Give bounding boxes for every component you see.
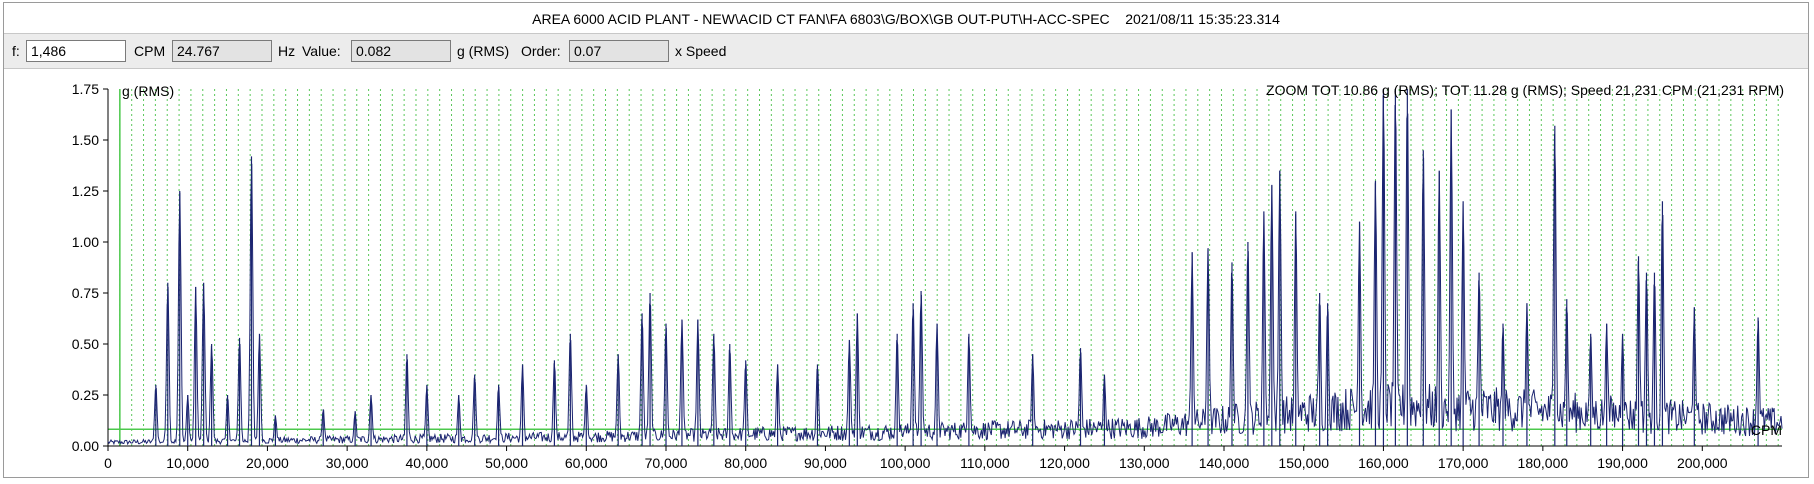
x-tick-label: 140,000 [1199, 455, 1250, 471]
x-tick-label: 110,000 [960, 455, 1010, 471]
frequency-cpm-field[interactable]: 1,486 [26, 40, 126, 62]
order-value-field: 0.07 [569, 40, 669, 62]
x-tick-label: 170,000 [1438, 455, 1489, 471]
window-title: AREA 6000 ACID PLANT - NEW\ACID CT FAN\F… [532, 11, 1280, 27]
x-tick-label: 130,000 [1119, 455, 1170, 471]
x-tick-label: 100,000 [880, 455, 931, 471]
x-tick-label: 10,000 [166, 455, 209, 471]
x-tick-label: 180,000 [1518, 455, 1569, 471]
amplitude-value-field: 0.082 [351, 40, 451, 62]
x-tick-label: 150,000 [1278, 455, 1329, 471]
spectrum-trace [107, 95, 1783, 446]
x-tick-label: 80,000 [724, 455, 767, 471]
y-tick-label: 0.25 [72, 387, 99, 403]
hz-unit-label: Hz [278, 43, 296, 59]
y-tick-label: 0.75 [72, 285, 99, 301]
x-tick-label: 160,000 [1358, 455, 1409, 471]
amplitude-unit-label: g (RMS) [457, 43, 510, 59]
x-tick-label: 50,000 [485, 455, 528, 471]
x-tick-label: 40,000 [405, 455, 448, 471]
x-tick-label: 30,000 [326, 455, 369, 471]
cpm-unit-label: CPM [134, 43, 166, 59]
chart-annotation: ZOOM TOT 10.86 g (RMS); TOT 11.28 g (RMS… [1266, 82, 1784, 98]
y-tick-label: 0.00 [72, 438, 99, 454]
order-label: Order: [521, 43, 561, 59]
x-axis-unit-label: CPM [1751, 422, 1782, 438]
y-tick-label: 1.50 [72, 132, 99, 148]
f-label: f: [12, 43, 20, 59]
x-tick-label: 0 [104, 455, 112, 471]
x-tick-label: 190,000 [1597, 455, 1648, 471]
spectrum-window: AREA 6000 ACID PLANT - NEW\ACID CT FAN\F… [3, 2, 1809, 478]
x-tick-label: 70,000 [645, 455, 688, 471]
order-unit-label: x Speed [675, 43, 727, 59]
x-tick-label: 60,000 [565, 455, 608, 471]
x-tick-label: 120,000 [1039, 455, 1090, 471]
x-tick-label: 90,000 [804, 455, 847, 471]
y-tick-label: 1.00 [72, 234, 99, 250]
y-tick-label: 0.50 [72, 336, 99, 352]
cursor-readout-toolbar: f: 1,486 CPM 24.767 Hz Value: 0.082 g (R… [4, 33, 1808, 69]
y-tick-label: 1.75 [72, 81, 99, 97]
y-tick-label: 1.25 [72, 183, 99, 199]
y-axis-label: g (RMS) [122, 83, 174, 99]
x-tick-label: 200,000 [1677, 455, 1728, 471]
frequency-hz-field: 24.767 [172, 40, 272, 62]
spectrum-plot[interactable]: 0.00 0.25 0.50 0.75 1.00 1.25 1.50 1.75 0 10,000 2… [4, 71, 1808, 476]
value-label: Value: [302, 43, 341, 59]
x-tick-label: 20,000 [246, 455, 289, 471]
